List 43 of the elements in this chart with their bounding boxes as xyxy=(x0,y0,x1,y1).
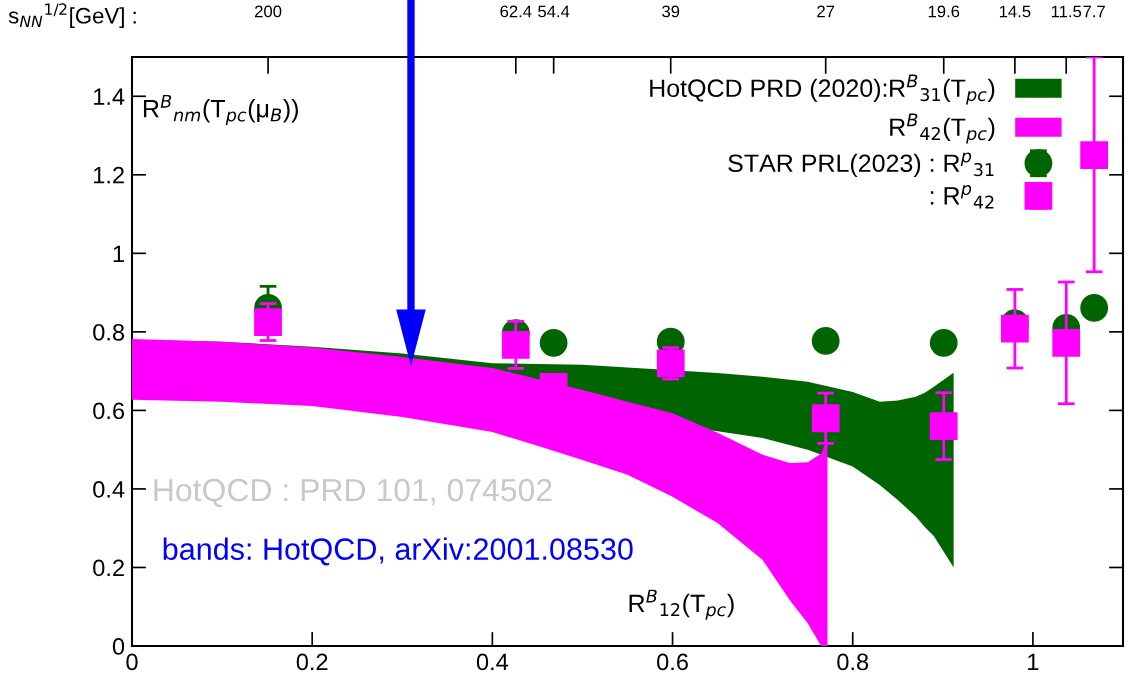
y-tick-label: 1.4 xyxy=(94,88,125,105)
point xyxy=(501,330,530,359)
x-tick-label: 0.4 xyxy=(476,653,509,671)
y-tick-label: 0.8 xyxy=(93,323,125,341)
text: 62.4 xyxy=(500,5,532,18)
point xyxy=(811,327,840,355)
annotation: R$^{B}$$_{nm}$(T$_{pc}$(μ$_{B}$)) xyxy=(143,94,298,125)
legend-label: STAR PRL(2023) : R$^{p}$$_{31}$ xyxy=(728,152,994,178)
y-tick-label: 1 xyxy=(113,245,124,262)
y-tick-label: 1.2 xyxy=(94,166,124,184)
point xyxy=(1001,314,1029,343)
annotation: bands: HotQCD, arXiv:2001.08530 xyxy=(163,537,633,566)
x-tick-label: 1 xyxy=(1028,653,1039,671)
legend-label: R$^{B}$$_{42}$(T$_{pc}$) xyxy=(890,113,995,144)
legend-label: HotQCD PRD (2020):R$^{B}$$_{31}$(T$_{pc}$) xyxy=(650,74,995,105)
point xyxy=(929,412,958,440)
legend-label: : R$^{p}$$_{42}$ xyxy=(930,185,994,209)
text: s$_{NN}$$^{1/2}$[GeV] : xyxy=(8,3,136,28)
x-tick-label: 0 xyxy=(126,653,138,671)
text: 11.5 xyxy=(1051,5,1082,18)
point xyxy=(811,404,840,433)
point xyxy=(656,349,685,378)
text: 19.6 xyxy=(928,5,960,18)
text: 54.4 xyxy=(538,5,570,18)
annotation: R$^{B}$$_{12}$(T$_{pc}$) xyxy=(629,589,734,620)
y-tick-label: 0.4 xyxy=(93,481,125,498)
y-tick-label: 0 xyxy=(112,638,125,655)
y-tick-label: 0.2 xyxy=(93,559,124,577)
point xyxy=(1052,328,1081,357)
x-tick-label: 0.8 xyxy=(837,653,869,671)
point xyxy=(539,328,568,357)
x-tick-label: 0.2 xyxy=(296,653,328,671)
y-tick-label: 0.6 xyxy=(93,402,125,420)
x-tick-label: 0.6 xyxy=(657,653,688,671)
text: 200 xyxy=(255,5,282,18)
point xyxy=(1080,294,1109,322)
text: 27 xyxy=(817,5,835,18)
point xyxy=(254,308,282,336)
point xyxy=(929,328,958,357)
text: 14.5 xyxy=(999,5,1031,18)
text: 39 xyxy=(662,5,680,18)
text: 7.7 xyxy=(1083,5,1105,18)
point xyxy=(1080,141,1109,170)
